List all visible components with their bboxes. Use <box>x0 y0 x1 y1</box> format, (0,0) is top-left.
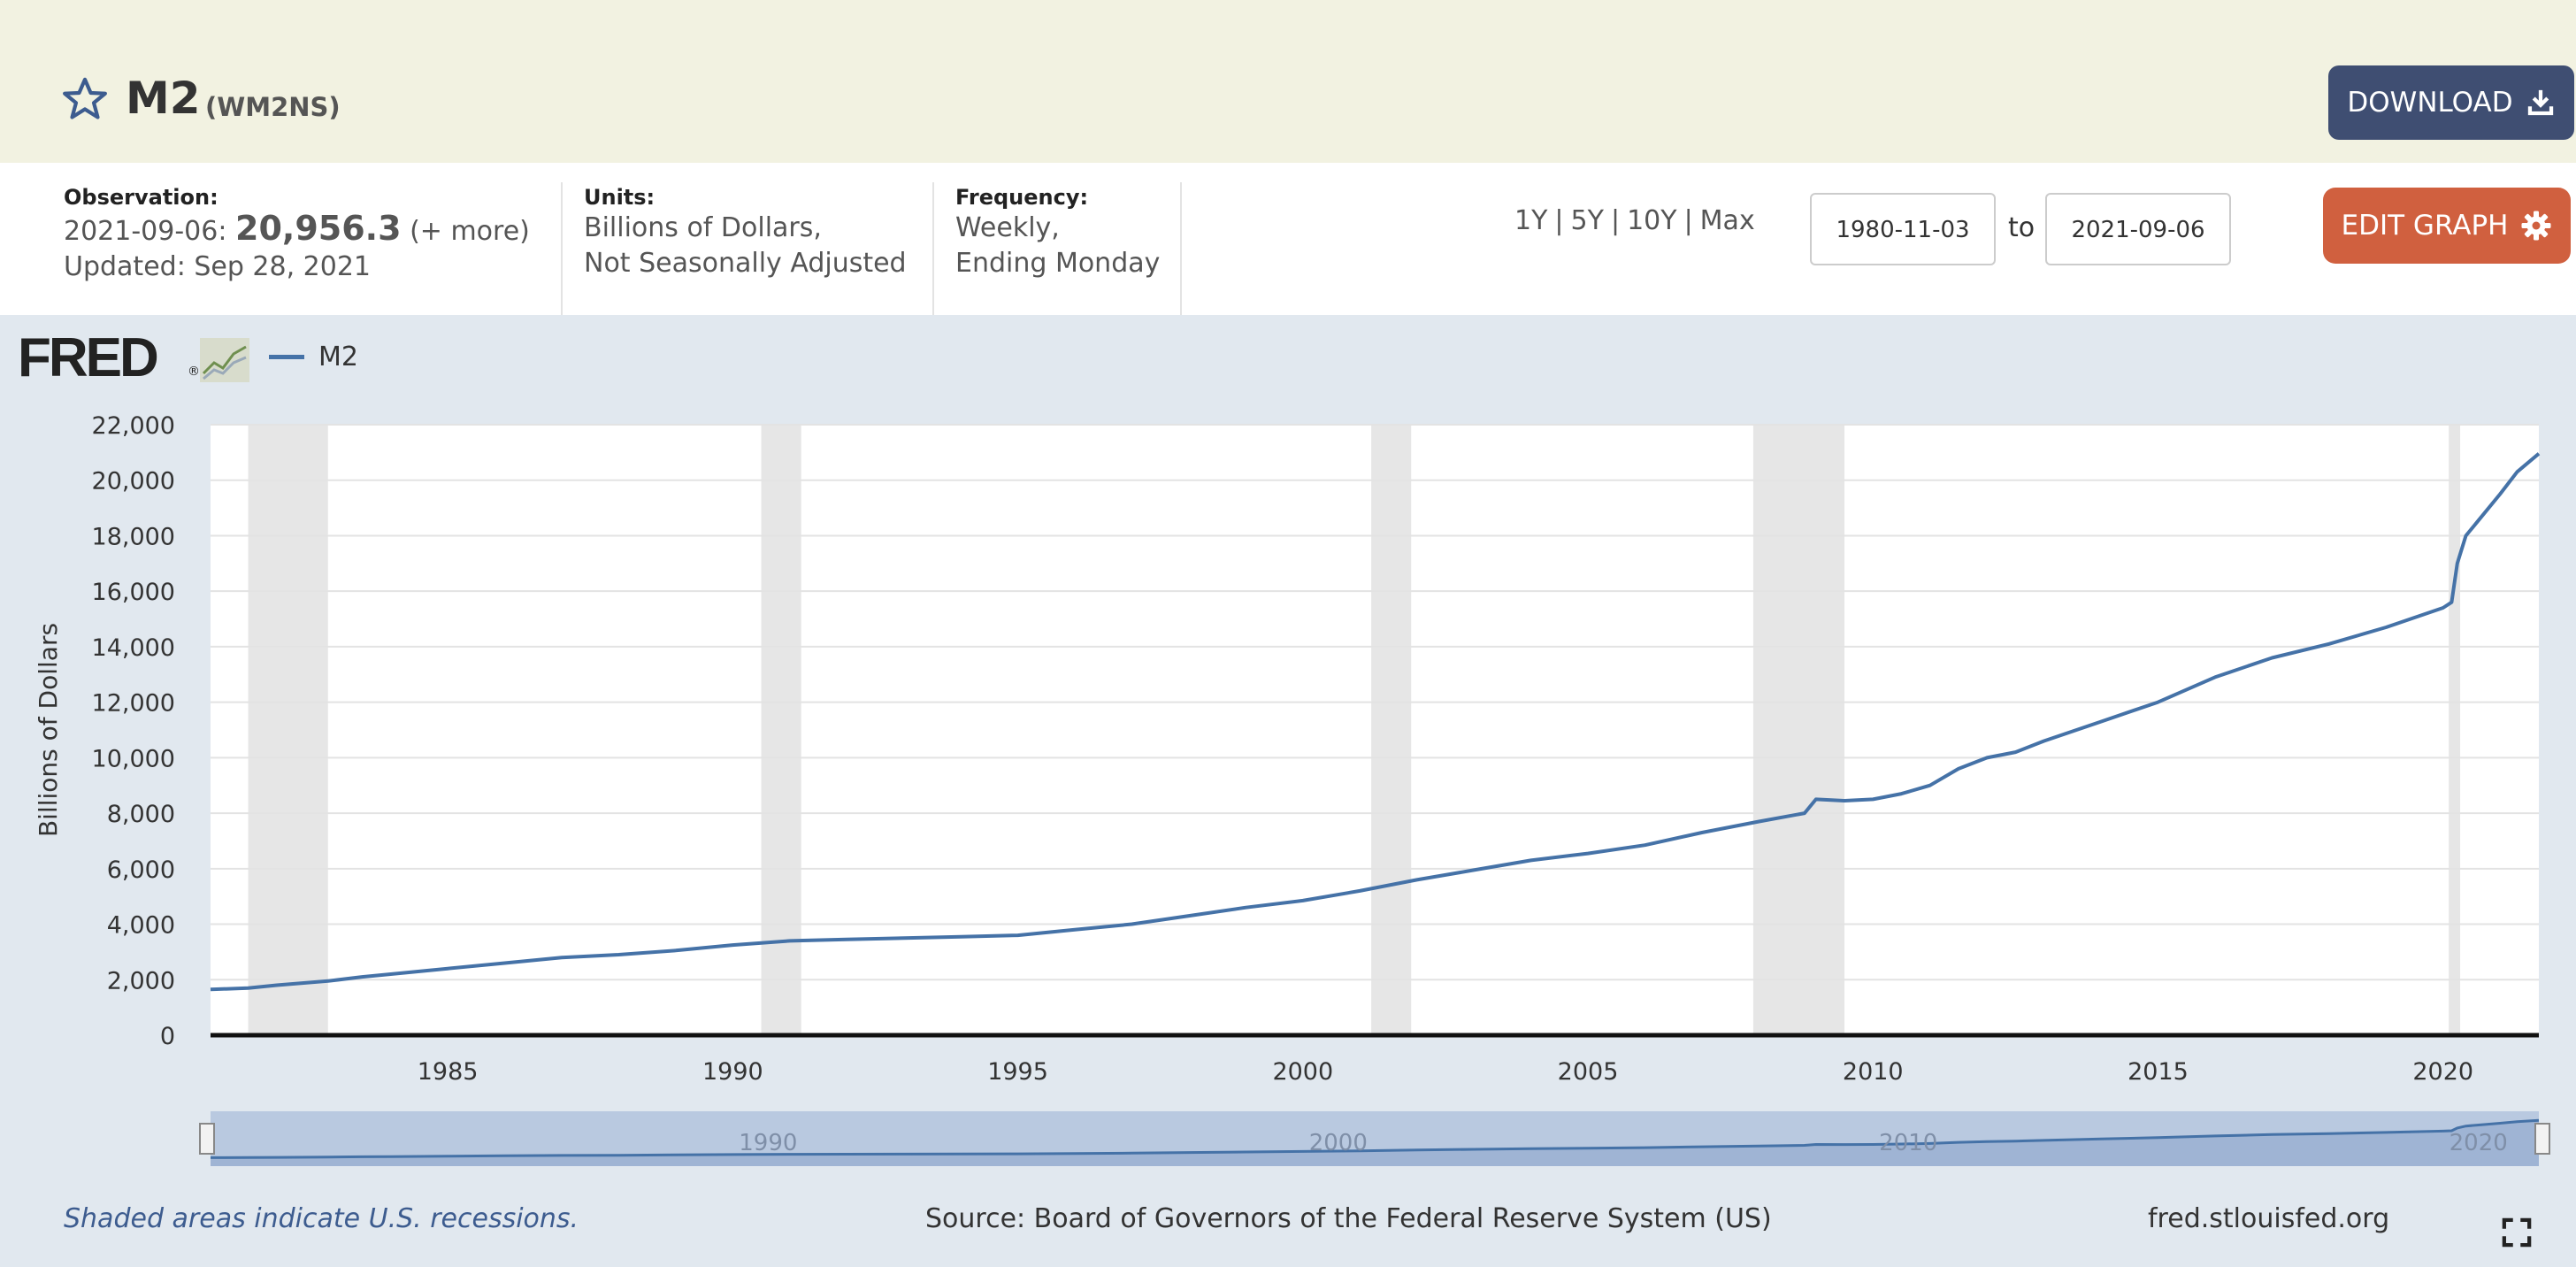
updated-date: Updated: Sep 28, 2021 <box>64 251 372 282</box>
metadata-bar: Observation: 2021-09-06: 20,956.3 (+ mor… <box>0 163 2576 315</box>
download-icon <box>2527 89 2553 116</box>
x-tick-label: 1985 <box>418 1058 479 1086</box>
range-separator: | <box>1610 205 1621 236</box>
navigator-line <box>210 1118 2540 1159</box>
units-block: Units: Billions of Dollars, Not Seasonal… <box>584 184 907 301</box>
site-link[interactable]: fred.stlouisfed.org <box>2148 1203 2390 1234</box>
observation-value: 20,956.3 <box>235 209 402 248</box>
series-line-m2 <box>210 452 2541 992</box>
y-tick-label: 12,000 <box>92 690 175 718</box>
recession-band <box>761 425 801 1035</box>
observation-date: 2021-09-06: <box>64 216 227 247</box>
gear-icon <box>2521 211 2551 241</box>
observation-block: Observation: 2021-09-06: 20,956.3 (+ mor… <box>64 184 530 301</box>
units-line-2: Not Seasonally Adjusted <box>584 248 907 279</box>
observation-more-link[interactable]: (+ more) <box>410 216 530 247</box>
y-tick-label: 16,000 <box>92 579 175 606</box>
download-button[interactable]: DOWNLOAD <box>2328 65 2574 140</box>
range-separator: | <box>1554 205 1564 236</box>
range-max-link[interactable]: Max <box>1699 205 1755 236</box>
x-tick-label: 1995 <box>987 1058 1048 1086</box>
y-tick-label: 10,000 <box>92 745 175 772</box>
units-label: Units: <box>584 185 656 210</box>
fred-logo: FRED <box>18 327 159 388</box>
y-tick-label: 20,000 <box>92 468 175 495</box>
navigator-tick-label: 2010 <box>1879 1130 1937 1156</box>
range-10y-link[interactable]: 10Y <box>1627 205 1677 236</box>
x-tick-label: 2020 <box>2412 1058 2473 1086</box>
y-tick-label: 2,000 <box>107 967 175 994</box>
series-code: (WM2NS) <box>205 92 341 122</box>
legend-swatch <box>269 355 304 359</box>
data-source: Source: Board of Governors of the Federa… <box>925 1203 1772 1234</box>
units-line-1: Billions of Dollars, <box>584 212 822 243</box>
x-tick-label: 1990 <box>702 1058 763 1086</box>
recession-band <box>2449 425 2461 1035</box>
range-separator: | <box>1683 205 1693 236</box>
edit-graph-label: EDIT GRAPH <box>2341 210 2509 242</box>
recession-band <box>1371 425 1412 1035</box>
navigator-tick-label: 1990 <box>739 1130 797 1156</box>
m2-line-chart: 0 2,000 4,000 6,000 8,000 10,000 12,000 14,000 1… <box>34 412 2550 1166</box>
y-tick-label: 0 <box>160 1023 175 1050</box>
navigator-left-handle[interactable] <box>199 1123 215 1155</box>
range-5y-link[interactable]: 5Y <box>1570 205 1604 236</box>
y-tick-label: 14,000 <box>92 634 175 662</box>
recession-note: Shaded areas indicate U.S. recessions. <box>64 1203 579 1234</box>
fred-chart-icon <box>200 338 249 382</box>
header: M2 (WM2NS) DOWNLOAD <box>0 0 2576 163</box>
navigator-tick-label: 2000 <box>1309 1130 1368 1156</box>
edit-graph-button[interactable]: EDIT GRAPH <box>2323 188 2571 264</box>
y-tick-label: 8,000 <box>107 801 175 828</box>
start-date-input[interactable]: 1980-11-03 <box>1810 193 1996 265</box>
divider <box>932 182 934 315</box>
series-title: M2 <box>126 73 201 124</box>
frequency-line-2: Ending Monday <box>955 248 1161 279</box>
range-links: 1Y | 5Y | 10Y | Max <box>1514 205 1755 236</box>
x-tick-label: 2005 <box>1558 1058 1619 1086</box>
fred-registered-mark: ® <box>188 365 200 379</box>
fullscreen-icon[interactable] <box>2502 1217 2532 1248</box>
end-date-input[interactable]: 2021-09-06 <box>2045 193 2231 265</box>
x-tick-label: 2015 <box>2128 1058 2189 1086</box>
to-label: to <box>2008 212 2036 243</box>
observation-line: 2021-09-06: 20,956.3 (+ more) <box>64 211 530 250</box>
download-label: DOWNLOAD <box>2347 87 2513 119</box>
y-tick-label: 4,000 <box>107 912 175 940</box>
legend-label: M2 <box>318 342 358 372</box>
frequency-label: Frequency: <box>955 185 1089 210</box>
x-tick-label: 2010 <box>1843 1058 1904 1086</box>
observation-label: Observation: <box>64 185 218 210</box>
recession-band <box>248 425 328 1035</box>
x-tick-label: 2000 <box>1272 1058 1333 1086</box>
y-axis-label: Billions of Dollars <box>34 623 63 837</box>
frequency-line-1: Weekly, <box>955 212 1060 243</box>
y-tick-label: 6,000 <box>107 856 175 884</box>
navigator-tick-label: 2020 <box>2450 1130 2508 1156</box>
y-tick-label: 18,000 <box>92 523 175 550</box>
navigator-right-handle[interactable] <box>2534 1123 2550 1155</box>
frequency-block: Frequency: Weekly, Ending Monday <box>955 184 1160 301</box>
star-icon[interactable] <box>60 74 110 124</box>
range-1y-link[interactable]: 1Y <box>1514 205 1548 236</box>
y-tick-label: 22,000 <box>92 412 175 440</box>
recession-band <box>1752 425 1845 1035</box>
chart-legend: M2 <box>269 342 358 372</box>
divider <box>561 182 563 315</box>
divider <box>1180 182 1182 315</box>
